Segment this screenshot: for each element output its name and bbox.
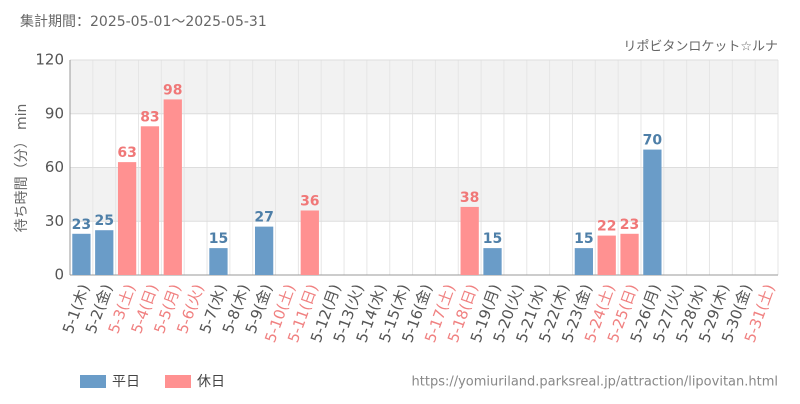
data-label: 15 xyxy=(209,231,228,247)
y-tick-label: 120 xyxy=(35,51,64,69)
plot-band xyxy=(70,60,778,114)
data-label: 23 xyxy=(620,217,639,233)
bar xyxy=(254,226,274,275)
bar xyxy=(163,99,182,276)
bar xyxy=(72,233,91,275)
bar xyxy=(209,248,228,275)
data-label: 27 xyxy=(254,210,273,226)
data-label: 38 xyxy=(460,190,479,206)
y-tick-label: 0 xyxy=(54,266,64,284)
data-label: 15 xyxy=(574,231,593,247)
bar xyxy=(460,206,479,275)
bar xyxy=(140,126,160,276)
bar xyxy=(95,230,114,275)
bar xyxy=(483,248,502,275)
data-label: 15 xyxy=(483,231,502,247)
data-label: 98 xyxy=(163,82,182,98)
bar xyxy=(597,235,616,275)
data-label: 22 xyxy=(597,219,616,235)
data-label: 36 xyxy=(300,194,319,210)
data-label: 70 xyxy=(643,133,663,149)
legend-label: 平日 xyxy=(112,374,140,390)
data-label: 63 xyxy=(117,145,136,161)
data-label: 83 xyxy=(140,109,159,125)
source-url: https://yomiuriland.parksreal.jp/attract… xyxy=(412,375,778,390)
bar xyxy=(643,149,662,275)
bar xyxy=(620,233,639,275)
y-tick-label: 30 xyxy=(45,212,64,230)
bar xyxy=(574,248,594,275)
chart-subtitle: リポビタンロケット☆ルナ xyxy=(623,40,778,55)
legend-swatch xyxy=(80,375,106,388)
legend-swatch xyxy=(165,375,191,388)
legend-label: 休日 xyxy=(197,374,225,390)
y-tick-label: 90 xyxy=(45,104,64,122)
data-label: 25 xyxy=(95,213,114,229)
bar xyxy=(300,210,319,275)
chart-title: 集計期間：2025-05-01～2025-05-31 xyxy=(20,13,267,30)
y-axis-label: 待ち時間（分） min xyxy=(14,104,30,233)
bar xyxy=(117,162,137,275)
y-tick-label: 60 xyxy=(45,158,64,176)
data-label: 23 xyxy=(72,217,91,233)
